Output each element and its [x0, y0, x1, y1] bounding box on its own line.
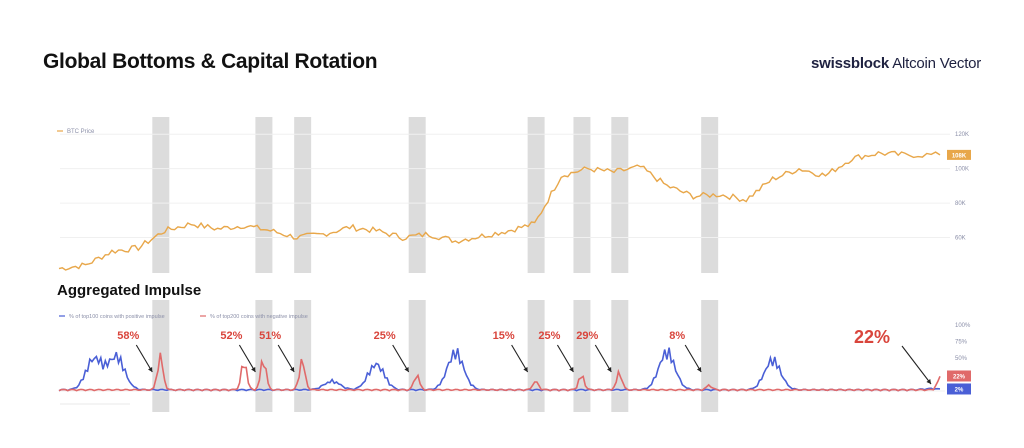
arrow-icon: [251, 367, 256, 372]
arrow-icon: [523, 367, 528, 372]
price-axis-tick: 100K: [955, 167, 969, 173]
arrow-icon: [696, 367, 702, 372]
impulse-axis-tick: 100%: [955, 323, 971, 329]
arrow-icon: [289, 367, 295, 372]
price-axis-tick: 80K: [955, 201, 966, 207]
bottom-highlight-band: [701, 300, 719, 412]
negative-impulse-line: [58, 352, 941, 392]
positive-impulse-line: [58, 347, 941, 392]
bottom-highlight-band: [611, 300, 629, 412]
impulse-legend: % of top100 coins with positive impulse …: [59, 314, 308, 320]
negative-impulse-legend-label: % of top200 coins with negative impulse: [210, 314, 308, 320]
impulse-annotation-label: 51%: [259, 330, 281, 342]
btc-last-price-badge: 108K: [947, 149, 971, 160]
price-axis-tick: 120K: [955, 132, 969, 138]
btc-price-legend: BTC Price: [57, 129, 95, 135]
impulse-annotation-label: 25%: [374, 330, 396, 342]
btc-price-line: [58, 150, 941, 271]
impulse-axis-tick: 75%: [955, 340, 968, 346]
price-axis-tick: 60K: [955, 236, 966, 242]
btc-legend-label: BTC Price: [67, 129, 95, 135]
impulse-annotation-label: 22%: [854, 327, 890, 347]
bottom-highlight-band: [255, 117, 273, 273]
bottom-highlight-band: [408, 300, 426, 412]
negative-last-value: 22%: [953, 374, 966, 380]
bottom-highlight-band: [527, 117, 545, 273]
brand-logo: swissblock Altcoin Vector: [811, 55, 981, 72]
btc-last-price-label: 108K: [952, 153, 967, 159]
impulse-annotation-label: 25%: [538, 330, 560, 342]
arrow-icon: [926, 379, 931, 384]
arrow-icon: [607, 367, 612, 372]
arrow-icon: [569, 367, 574, 372]
positive-last-value: 2%: [955, 387, 964, 393]
impulse-annotation-label: 8%: [669, 330, 685, 342]
bottom-highlight-band: [527, 300, 545, 412]
impulse-annotation-label: 52%: [220, 330, 242, 342]
bottom-highlight-band: [611, 117, 629, 273]
impulse-axis-tick: 50%: [955, 356, 968, 362]
positive-impulse-legend-label: % of top100 coins with positive impulse: [69, 314, 165, 320]
page-title: Global Bottoms & Capital Rotation: [43, 50, 378, 73]
bottom-highlight-band: [152, 117, 170, 273]
impulse-annotation-label: 29%: [576, 330, 598, 342]
bottom-highlight-band: [573, 117, 591, 273]
bottom-highlight-band: [573, 300, 591, 412]
arrow-icon: [148, 367, 153, 372]
brand-light: Altcoin Vector: [892, 55, 982, 72]
impulse-annotation-label: 58%: [117, 330, 139, 342]
impulse-annotation-label: 15%: [493, 330, 515, 342]
brand-bold: swissblock: [811, 55, 890, 72]
bottom-highlight-band: [408, 117, 426, 273]
arrow-icon: [404, 367, 409, 372]
impulse-section-title: Aggregated Impulse: [57, 282, 202, 299]
bottom-highlight-band: [294, 117, 312, 273]
bottom-highlight-band: [701, 117, 719, 273]
